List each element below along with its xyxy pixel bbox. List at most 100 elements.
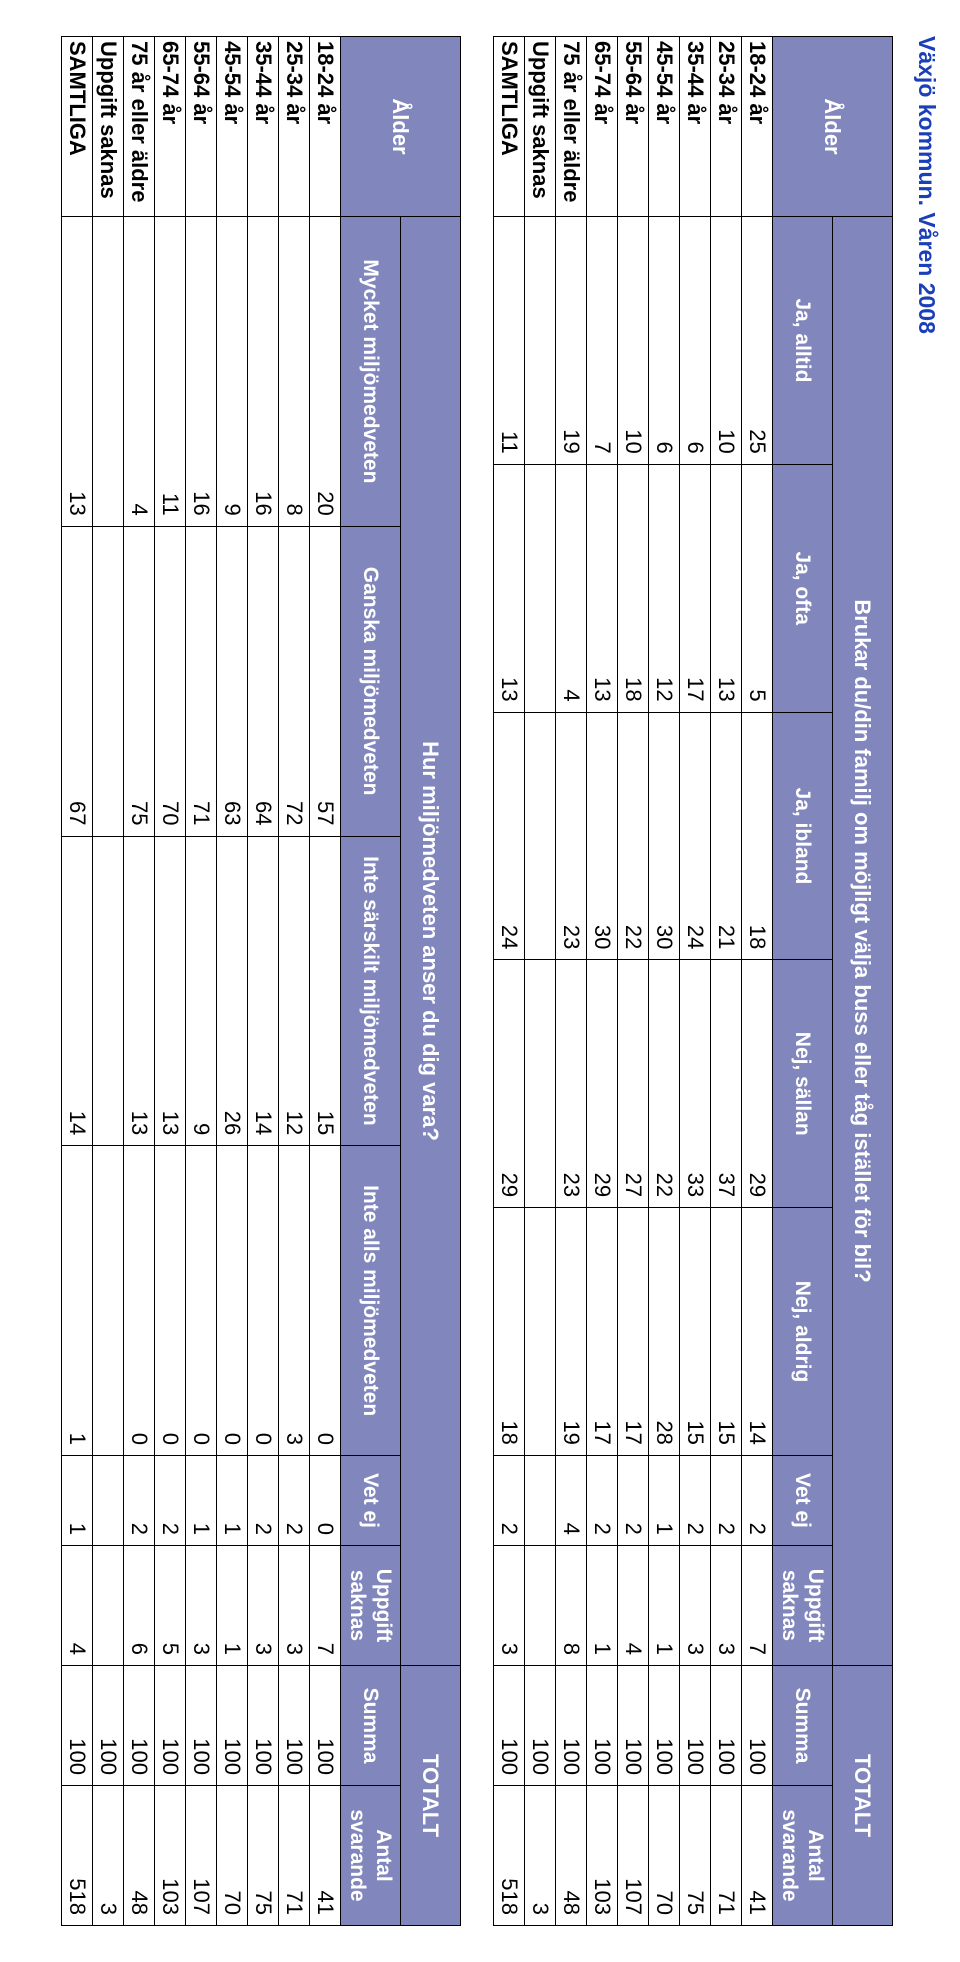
cell: 7 [587, 217, 618, 465]
cell: 64 [248, 526, 279, 836]
cell: 0 [310, 1146, 341, 1456]
cell: 5 [742, 464, 773, 712]
cell: 13 [587, 464, 618, 712]
row-label: Uppgift saknas [525, 37, 556, 217]
cell: 100 [494, 1666, 525, 1786]
cell: 18 [742, 712, 773, 960]
cell: 3 [680, 1545, 711, 1665]
t2-question: Hur miljömedveten anser du dig vara? [401, 217, 461, 1666]
cell: 100 [186, 1666, 217, 1786]
cell: 3 [279, 1146, 310, 1456]
cell: 70 [155, 526, 186, 836]
cell: 1 [649, 1455, 680, 1545]
cell: 0 [186, 1146, 217, 1456]
cell: 5 [155, 1546, 186, 1666]
cell: 0 [124, 1146, 155, 1456]
cell: 107 [186, 1786, 217, 1926]
table-row: 18-24 år2551829142710041 [742, 37, 773, 1926]
cell: 8 [279, 217, 310, 527]
cell: 518 [62, 1786, 93, 1926]
cell: 0 [155, 1146, 186, 1456]
t1-rowheader: Ålder [773, 37, 893, 217]
cell: 100 [93, 1666, 124, 1786]
cell: 15 [310, 836, 341, 1146]
row-label: SAMTLIGA [494, 37, 525, 217]
cell: 2 [124, 1456, 155, 1546]
cell: 70 [217, 1786, 248, 1926]
table-row: 35-44 år16641402310075 [248, 37, 279, 1926]
table-row: 25-34 år8721232310071 [279, 37, 310, 1926]
cell: 2 [279, 1456, 310, 1546]
cell: 3 [93, 1786, 124, 1926]
table-row: SAMTLIGA136714114100518 [62, 37, 93, 1926]
cell: 19 [556, 1208, 587, 1456]
t1-col-3: Nej, sällan [773, 960, 833, 1208]
cell: 15 [711, 1208, 742, 1456]
cell: 1 [649, 1545, 680, 1665]
t2-col-3: Inte alls miljömedveten [341, 1146, 401, 1456]
cell: 13 [124, 836, 155, 1146]
cell [525, 217, 556, 465]
cell: 100 [587, 1666, 618, 1786]
cell: 0 [217, 1146, 248, 1456]
cell [93, 1456, 124, 1546]
cell: 3 [525, 1786, 556, 1926]
cell: 100 [217, 1666, 248, 1786]
t1-col-2: Ja, ibland [773, 712, 833, 960]
cell: 71 [711, 1786, 742, 1926]
cell: 13 [711, 464, 742, 712]
cell: 6 [649, 217, 680, 465]
cell: 67 [62, 526, 93, 836]
cell: 57 [310, 526, 341, 836]
cell: 13 [494, 464, 525, 712]
cell: 100 [310, 1666, 341, 1786]
cell: 33 [680, 960, 711, 1208]
row-label: 45-54 år [649, 37, 680, 217]
t2-rowheader: Ålder [341, 37, 461, 217]
page-title: Växjö kommun. Våren 2008 [913, 36, 940, 1926]
cell: 1 [217, 1546, 248, 1666]
cell: 4 [124, 217, 155, 527]
cell: 4 [62, 1546, 93, 1666]
cell: 6 [124, 1546, 155, 1666]
table-row: 75 år eller äldre1942323194810048 [556, 37, 587, 1926]
cell: 2 [587, 1455, 618, 1545]
row-label: 35-44 år [680, 37, 711, 217]
cell: 17 [618, 1208, 649, 1456]
row-label: 25-34 år [279, 37, 310, 217]
cell: 21 [711, 712, 742, 960]
cell: 70 [649, 1786, 680, 1926]
table-row: 55-64 år16719013100107 [186, 37, 217, 1926]
row-label: 18-24 år [742, 37, 773, 217]
cell: 10 [711, 217, 742, 465]
cell: 4 [618, 1545, 649, 1665]
cell: 48 [124, 1786, 155, 1926]
cell: 1 [62, 1146, 93, 1456]
cell [525, 1455, 556, 1545]
cell: 30 [649, 712, 680, 960]
cell: 9 [217, 217, 248, 527]
cell [93, 1546, 124, 1666]
cell: 27 [618, 960, 649, 1208]
t1-col-7: Summa [773, 1666, 833, 1786]
cell: 100 [618, 1666, 649, 1786]
cell: 12 [649, 464, 680, 712]
t1-question: Brukar du/din familj om möjligt välja bu… [833, 217, 893, 1666]
cell: 100 [279, 1666, 310, 1786]
cell: 2 [711, 1455, 742, 1545]
cell: 16 [248, 217, 279, 527]
cell [525, 1208, 556, 1456]
cell: 100 [124, 1666, 155, 1786]
cell [93, 526, 124, 836]
cell: 24 [494, 712, 525, 960]
cell: 63 [217, 526, 248, 836]
cell: 3 [279, 1546, 310, 1666]
cell: 18 [618, 464, 649, 712]
cell: 103 [587, 1786, 618, 1926]
cell: 14 [248, 836, 279, 1146]
t1-col-6: Uppgift saknas [773, 1545, 833, 1665]
row-label: 75 år eller äldre [556, 37, 587, 217]
cell [525, 1545, 556, 1665]
cell: 100 [680, 1666, 711, 1786]
t2-col-6: Summa [341, 1666, 401, 1786]
